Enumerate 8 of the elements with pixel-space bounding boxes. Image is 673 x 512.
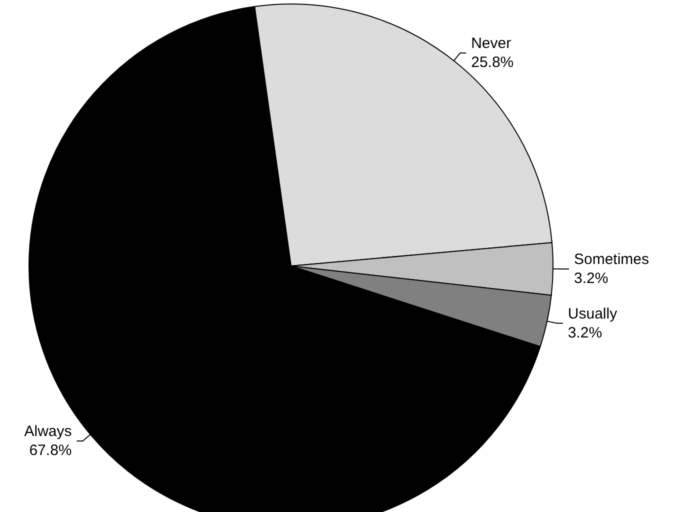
data-label: 67.8% bbox=[29, 442, 72, 459]
data-label: 3.2% bbox=[568, 324, 602, 342]
slice-label: Usually bbox=[568, 305, 618, 322]
data-label: 3.2% bbox=[574, 270, 608, 288]
data-label: 25.8% bbox=[471, 54, 514, 71]
slice-label: Never bbox=[471, 34, 512, 52]
slice-label: Sometimes bbox=[574, 251, 650, 268]
slice-label: Always bbox=[24, 422, 72, 440]
